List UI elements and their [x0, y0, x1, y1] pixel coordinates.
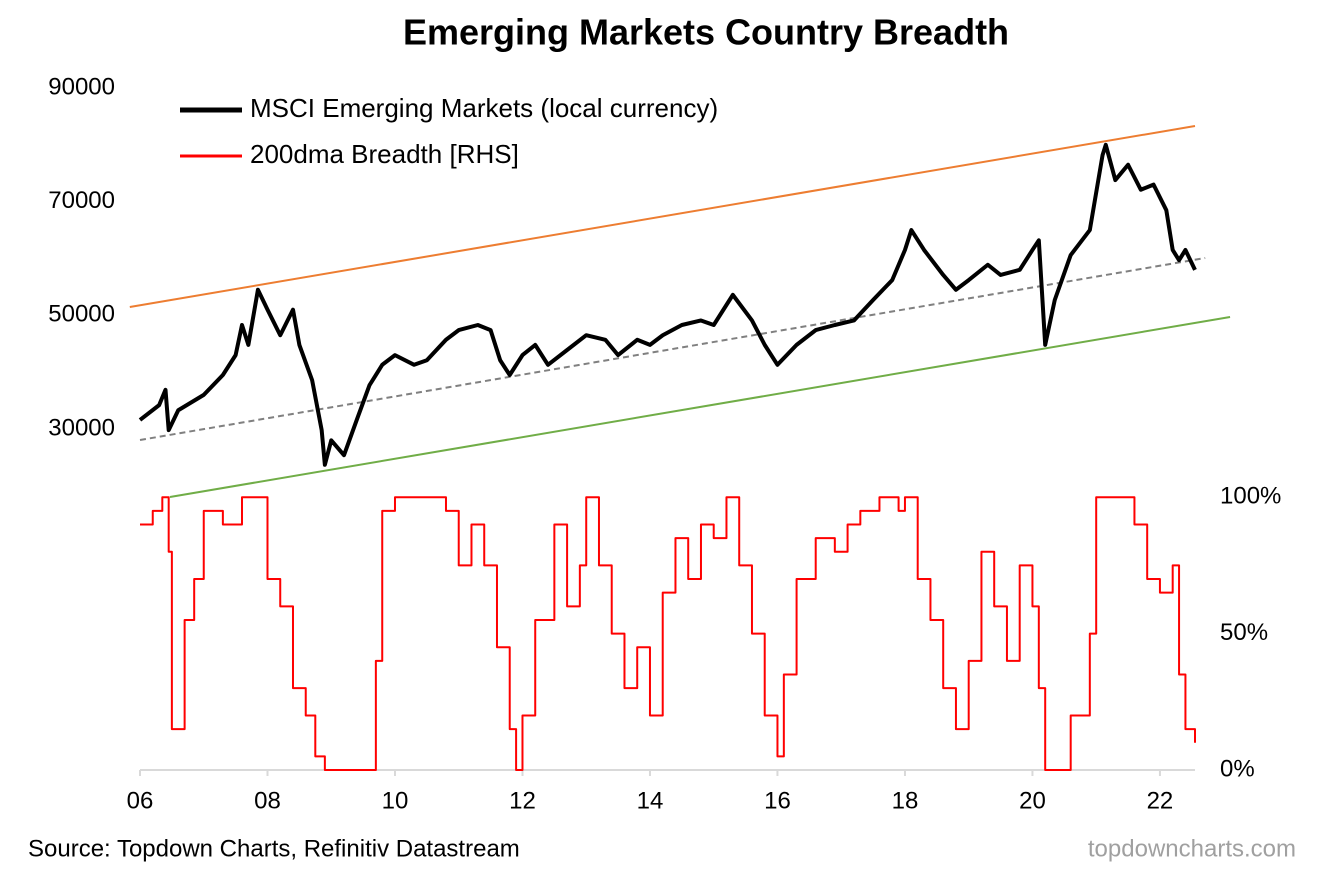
- chart-title: Emerging Markets Country Breadth: [403, 12, 1009, 53]
- y-tick-label: 50000: [48, 301, 115, 328]
- x-tick-label: 12: [509, 787, 536, 814]
- x-tick-label: 08: [254, 787, 281, 814]
- x-tick-label: 20: [1019, 787, 1046, 814]
- x-tick-label: 18: [892, 787, 919, 814]
- series-line: [140, 496, 1196, 771]
- legend-label: MSCI Emerging Markets (local currency): [250, 93, 718, 123]
- x-tick-label: 14: [637, 787, 664, 814]
- x-tick-label: 16: [764, 787, 791, 814]
- x-tick-label: 10: [382, 787, 409, 814]
- y2-tick-label: 0%: [1220, 755, 1255, 782]
- y-tick-label: 30000: [48, 414, 115, 441]
- y-tick-label: 90000: [48, 73, 115, 100]
- y-tick-label: 70000: [48, 187, 115, 214]
- y2-tick-label: 50%: [1220, 619, 1268, 646]
- trend-line: [169, 316, 1231, 498]
- source: Source: Topdown Charts, Refinitiv Datast…: [28, 835, 520, 862]
- series-line: [138, 142, 1197, 467]
- y2-tick-label: 100%: [1220, 483, 1281, 510]
- watermark: topdowncharts.com: [1088, 835, 1296, 862]
- x-tick-label: 06: [127, 787, 154, 814]
- trend-line: [129, 125, 1196, 308]
- legend-label: 200dma Breadth [RHS]: [250, 139, 519, 169]
- x-tick-label: 22: [1147, 787, 1174, 814]
